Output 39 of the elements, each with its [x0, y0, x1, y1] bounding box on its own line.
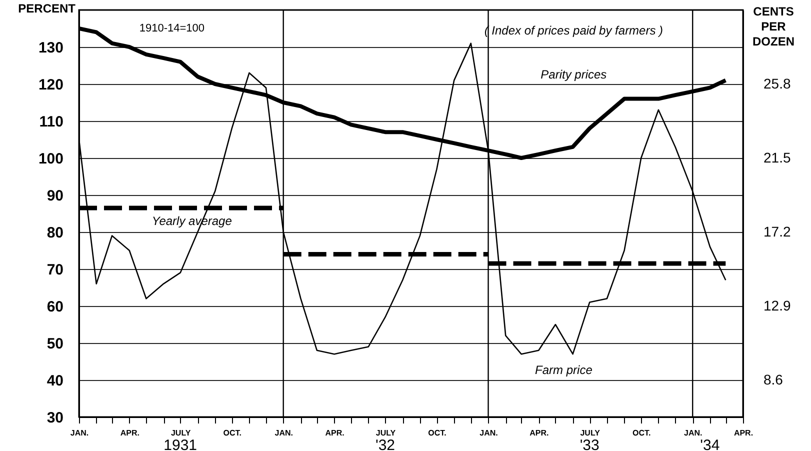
y-tick-label: 100: [38, 150, 64, 168]
series-label: Farm price: [535, 363, 593, 378]
x-tick-label: JAN.: [70, 428, 89, 438]
x-tick-label: JULY: [170, 428, 192, 438]
x-tick-label: APR.: [734, 428, 754, 438]
x-tick-label: APR.: [120, 428, 140, 438]
y-axis-title: PERCENT: [18, 2, 76, 16]
text: Parity prices: [540, 67, 607, 82]
y2-tick-label: 12.9: [764, 298, 791, 314]
y2-tick-label: 25.8: [764, 76, 791, 92]
x2-tick-label: '33: [580, 437, 600, 451]
x-tick-label: OCT.: [223, 428, 242, 438]
y-tick-label: 40: [46, 372, 64, 390]
x-tick-label: JULY: [580, 428, 601, 438]
x2-tick-label: '34: [700, 437, 720, 451]
x-tick-label: JAN.: [274, 428, 293, 438]
y-tick-label: 60: [46, 298, 64, 316]
y-tick-label: 110: [39, 114, 64, 130]
y2-tick-label: 8.6: [764, 372, 784, 388]
y-tick-label: 30: [46, 410, 64, 426]
annotation: 1910-14=100: [139, 22, 205, 34]
y-tick-label: 120: [38, 76, 64, 94]
y2-tick-label: 17.2: [764, 224, 791, 240]
x-tick-label: OCT.: [428, 428, 446, 438]
x-tick-label: OCT.: [632, 428, 651, 438]
x-tick-label: APR.: [325, 428, 344, 438]
x-tick-label: APR.: [530, 428, 549, 438]
x-tick-label: JAN.: [684, 428, 702, 438]
y-tick-label: 130: [38, 40, 64, 56]
y2-tick-label: 21.5: [764, 150, 791, 166]
y-tick-label: 90: [46, 188, 64, 204]
y2-axis-title: CENTS PER DOZEN: [752, 4, 794, 48]
y-tick-label: 80: [46, 224, 64, 242]
y-tick-label: 70: [46, 262, 64, 278]
x-tick-label: JAN.: [480, 428, 498, 438]
x2-tick-label: '32: [375, 437, 396, 451]
y-tick-label: 50: [46, 336, 64, 352]
x-tick-label: JULY: [376, 428, 396, 438]
x2-tick-label: 1931: [164, 437, 198, 451]
